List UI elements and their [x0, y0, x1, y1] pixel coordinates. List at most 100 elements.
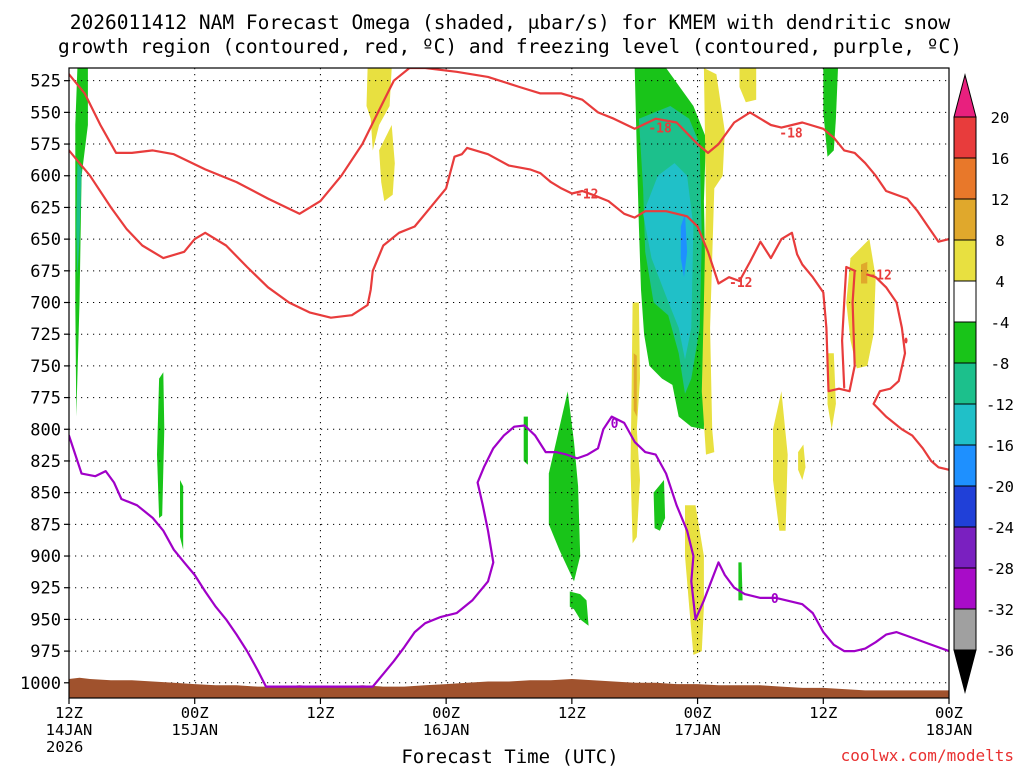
y-tick-label: 825 — [30, 452, 61, 472]
colorbar-label: 20 — [991, 109, 1010, 127]
colorbar-band — [953, 157, 977, 200]
x-tick-label: 00Z — [432, 704, 460, 722]
contour-label: -18 — [648, 122, 672, 137]
contour-label: 0 — [771, 592, 779, 607]
y-tick-label: 775 — [30, 389, 61, 409]
terrain-layer — [69, 677, 949, 698]
colorbar-band — [953, 444, 977, 487]
grid-layer — [69, 68, 949, 698]
colorbar-label: 8 — [995, 232, 1004, 250]
omega-region-22 — [823, 68, 838, 157]
colorbar-cap-top — [953, 73, 977, 118]
omega-region-16 — [701, 68, 725, 455]
omega-region-6 — [523, 416, 528, 465]
colorbar-label: -32 — [986, 601, 1014, 619]
y-tick-label: 625 — [30, 198, 61, 218]
y-tick-label: 575 — [30, 135, 61, 155]
colorbar-label: -16 — [986, 437, 1014, 455]
x-tick-label: 18JAN — [926, 721, 973, 739]
y-tick-label: 975 — [30, 642, 61, 662]
colorbar-label: -4 — [991, 314, 1010, 332]
x-tick-label: 17JAN — [674, 721, 721, 739]
y-tick-label: 600 — [30, 167, 61, 187]
x-tick-label: 12Z — [55, 704, 83, 722]
contour-label-layer: -18 -18 -12 -12 -12 0 0 — [575, 122, 892, 607]
omega-region-8 — [569, 591, 589, 626]
omega-region-0 — [75, 68, 88, 417]
colorbar: 20 16 12 8 4 -4 -8 -12 -16 -20 -24 -28 -32 -36 — [953, 73, 1014, 694]
omega-region-1 — [76, 163, 82, 278]
x-tick-label: 00Z — [684, 704, 712, 722]
colorbar-band — [953, 116, 977, 159]
y-tick-label: 675 — [30, 262, 61, 282]
x-tick-label: 2026 — [46, 738, 83, 756]
y-tick-label: 750 — [30, 357, 61, 377]
colorbar-label: -24 — [986, 519, 1014, 537]
colorbar-band — [953, 567, 977, 610]
y-tick-label: 800 — [30, 420, 61, 440]
terrain-fill — [69, 677, 949, 698]
x-tick-label: 15JAN — [171, 721, 218, 739]
omega-region-14 — [633, 353, 637, 417]
colorbar-label: 12 — [991, 191, 1010, 209]
omega-region-7 — [548, 391, 581, 582]
colorbar-label: 16 — [991, 150, 1010, 168]
omega-region-12 — [680, 213, 688, 278]
y-tick-label: 950 — [30, 610, 61, 630]
colorbar-band — [953, 485, 977, 528]
omega-region-19 — [738, 562, 743, 601]
y-tick-label: 650 — [30, 230, 61, 250]
colorbar-band — [953, 239, 977, 282]
plot-area: -18 -18 -12 -12 -12 0 0 — [69, 68, 949, 698]
omega-region-18 — [685, 505, 704, 655]
omega-region-21 — [798, 444, 806, 480]
colorbar-cap-bottom — [953, 649, 977, 694]
contour-label: -12 — [868, 269, 891, 284]
contour-small-blob — [904, 337, 908, 344]
x-tick-label: 00Z — [181, 704, 209, 722]
y-tick-label: 850 — [30, 484, 61, 504]
x-tick-label: 16JAN — [423, 721, 470, 739]
colorbar-band — [953, 362, 977, 405]
colorbar-band — [953, 608, 977, 651]
colorbar-label: -20 — [986, 478, 1014, 496]
colorbar-label: 4 — [995, 273, 1004, 291]
contour-dgz-upper-minus18 — [69, 68, 949, 243]
colorbar-label: -8 — [991, 355, 1010, 373]
omega-region-15 — [653, 480, 666, 531]
omega-region-20 — [773, 391, 788, 531]
y-tick-label: 725 — [30, 325, 61, 345]
y-tick-label: 925 — [30, 579, 61, 599]
colorbar-band — [953, 403, 977, 446]
omega-region-5 — [379, 125, 395, 202]
contour-layer — [69, 68, 949, 688]
x-tick-label: 12Z — [306, 704, 334, 722]
colorbar-band — [953, 280, 977, 323]
x-tick-label: 12Z — [809, 704, 837, 722]
x-tick-label: 00Z — [935, 704, 963, 722]
colorbar-band — [953, 198, 977, 241]
plot-frame — [68, 67, 950, 699]
omega-region-17 — [739, 68, 757, 103]
chart-title-line1: 2026011412 NAM Forecast Omega (shaded, μ… — [70, 11, 951, 34]
colorbar-label: -28 — [986, 560, 1014, 578]
contour-dgz-right-loop — [866, 273, 949, 471]
colorbar-label: -36 — [986, 642, 1014, 660]
credit-label: coolwx.com/modelts — [841, 746, 1014, 765]
contour-label: -12 — [575, 187, 598, 202]
y-tick-label: 900 — [30, 547, 61, 567]
contour-label: -12 — [729, 276, 752, 291]
colorbar-band — [953, 526, 977, 569]
y-tick-label: 525 — [30, 72, 61, 92]
y-tick-label: 875 — [30, 515, 61, 535]
contour-freezing-level-0C — [69, 415, 949, 688]
y-axis: 525 550 575 600 625 650 675 700 725 750 775 800 825 8… — [20, 72, 69, 694]
y-tick-label: 1000 — [20, 674, 61, 694]
omega-region-3 — [180, 480, 184, 550]
omega-shading-layer — [75, 68, 876, 655]
contour-label: -18 — [779, 127, 803, 142]
x-tick-label: 12Z — [558, 704, 586, 722]
contour-label: 0 — [611, 417, 619, 432]
